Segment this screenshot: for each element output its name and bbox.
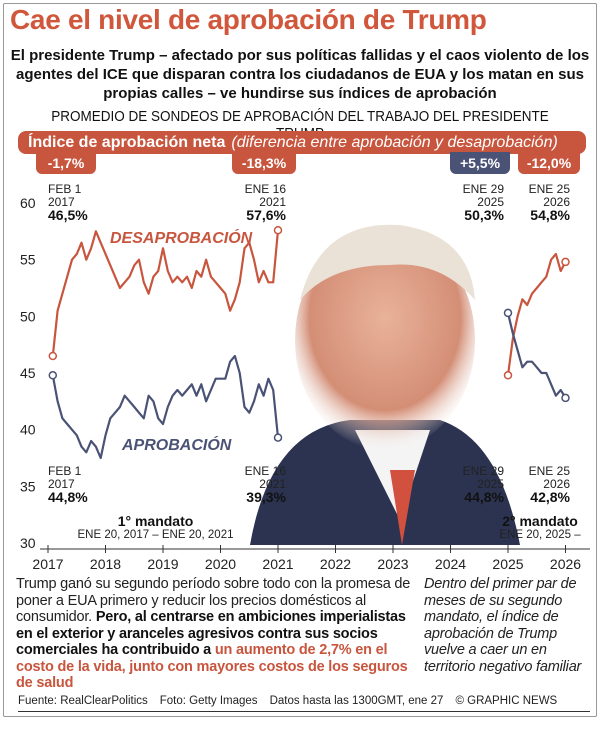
date: FEB 1 (48, 182, 82, 196)
y-tick-label: 60 (20, 195, 36, 211)
body-text: Trump ganó su segundo período sobre todo… (16, 576, 418, 692)
body-highlight: un aumento de 2,7% en el costo de la vid… (16, 642, 408, 691)
first-term-label: 1° mandato ENE 20, 2017 – ENE 20, 2021 (68, 514, 243, 542)
x-tick-label: 2019 (147, 556, 178, 572)
year: 2021 (259, 477, 286, 491)
x-tick-label: 2018 (90, 556, 121, 572)
series-label-approval: APROBACIÓN (122, 437, 232, 454)
footer: Fuente: RealClearPolitics Foto: Getty Ima… (18, 695, 590, 712)
endpoint-marker (48, 351, 58, 361)
y-tick-label: 40 (20, 422, 36, 438)
year: 2025 (477, 477, 504, 491)
net-approval-note: (diferencia entre aprobación y desaproba… (231, 134, 558, 151)
date: ENE 25 (528, 182, 570, 196)
value: 44,8% (464, 489, 504, 505)
value: 42,8% (530, 489, 570, 505)
annotation-bottom-2025: ENE 29 2025 44,8% (452, 464, 504, 505)
endpoint-marker (503, 308, 513, 318)
value: 46,5% (48, 207, 88, 223)
value: 50,3% (464, 207, 504, 223)
net-approval-label: Índice de aprobación neta (28, 134, 226, 151)
y-tick-label: 35 (20, 478, 36, 494)
value: 44,8% (48, 489, 88, 505)
annotation-bottom-2021: ENE 16 2021 39,3% (228, 464, 286, 505)
trump-photo (250, 224, 520, 545)
x-tick-label: 2022 (320, 556, 351, 572)
copyright: © GRAPHIC NEWS (455, 695, 558, 707)
annotation-bottom-2017: FEB 1 2017 44,8% (48, 464, 88, 505)
annotation-top-2025: ENE 29 2025 50,3% (452, 182, 504, 223)
year: 2026 (543, 195, 570, 209)
endpoint-marker (273, 225, 283, 235)
subtitle: El presidente Trump – afectado por sus p… (10, 47, 590, 102)
series-line-disapproval (506, 252, 567, 376)
date: ENE 29 (462, 464, 504, 478)
year: 2017 (48, 477, 75, 491)
date: ENE 16 (244, 182, 286, 196)
source: Fuente: RealClearPolitics (18, 695, 148, 707)
net-value-2025: +5,5% (450, 152, 510, 174)
endpoint-marker (273, 433, 283, 442)
series-line-approval (51, 354, 280, 460)
title: Cae el nivel de aprobación de Trump (10, 4, 487, 35)
net-value-2021: -18,3% (232, 152, 296, 174)
annotation-top-2017: FEB 1 2017 46,5% (48, 182, 88, 223)
series-line-approval (506, 312, 567, 399)
value: 57,6% (246, 207, 286, 223)
year: 2021 (259, 195, 286, 209)
y-tick-label: 30 (20, 535, 36, 551)
x-tick-label: 2024 (435, 556, 466, 572)
year: 2017 (48, 195, 75, 209)
second-term-label: 2° mandato ENE 20, 2025 – (490, 514, 590, 542)
x-tick-label: 2017 (32, 556, 63, 572)
annotation-top-2021: ENE 16 2021 57,6% (228, 182, 286, 223)
y-tick-label: 55 (20, 252, 36, 268)
x-tick-label: 2023 (377, 556, 408, 572)
value: 39,3% (246, 489, 286, 505)
value: 54,8% (530, 207, 570, 223)
date: ENE 25 (528, 464, 570, 478)
endpoint-marker (561, 257, 570, 267)
y-tick-label: 45 (20, 365, 36, 381)
series-label-disapproval: DESAPROBACIÓN (110, 230, 253, 247)
term-range: ENE 20, 2025 – (499, 529, 581, 541)
y-tick-label: 50 (20, 308, 36, 324)
date: ENE 16 (244, 464, 286, 478)
year: 2025 (477, 195, 504, 209)
data-note: Datos hasta las 1300GMT, ene 27 (269, 695, 444, 707)
endpoint-marker (48, 371, 58, 380)
term-range: ENE 20, 2017 – ENE 20, 2021 (77, 529, 234, 541)
body-bold: Pero, al centrarse en ambiciones imperia… (16, 609, 406, 658)
x-tick-label: 2026 (550, 556, 581, 572)
x-tick-label: 2025 (492, 556, 523, 572)
side-note: Dentro del primer par de meses de su seg… (424, 576, 582, 675)
net-approval-bar: Índice de aprobación neta (diferencia ent… (18, 131, 586, 154)
endpoint-marker (561, 393, 570, 403)
term-name: 2° mandato (502, 513, 578, 529)
annotation-bottom-2026: ENE 25 2026 42,8% (518, 464, 570, 505)
net-value-2017: -1,7% (36, 152, 96, 174)
body-plain: Trump ganó su segundo período sobre todo… (16, 576, 411, 625)
date: ENE 29 (462, 182, 504, 196)
date: FEB 1 (48, 464, 82, 478)
year: 2026 (543, 477, 570, 491)
x-tick-label: 2021 (262, 556, 293, 572)
frame (3, 3, 597, 717)
x-tick-label: 2020 (205, 556, 236, 572)
annotation-top-2026: ENE 25 2026 54,8% (518, 182, 570, 223)
net-value-2026: -12,0% (518, 152, 580, 174)
series-line-disapproval (51, 230, 280, 357)
term-name: 1° mandato (117, 513, 194, 529)
endpoint-marker (503, 371, 513, 380)
photo-credit: Foto: Getty Images (159, 695, 258, 707)
